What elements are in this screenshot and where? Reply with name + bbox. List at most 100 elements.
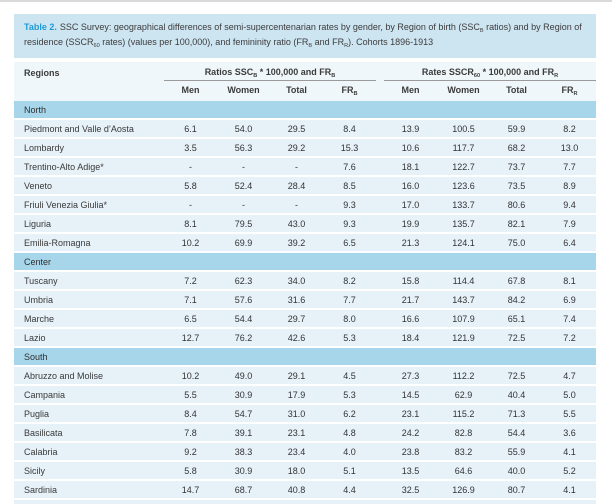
value-cell: 43.0 [270,214,323,234]
regions-column-header: Regions [24,68,60,78]
column-group-spacer [376,195,384,215]
caption-text: SSC Survey: geographical differences of … [24,22,582,49]
group-header-row: Regions Ratios SSCB * 100,000 and FRB Ra… [14,62,597,81]
table-container: Table 2. SSC Survey: geographical differe… [14,14,597,504]
value-cell: 7.8 [164,423,217,443]
value-cell: 5.5 [543,404,597,424]
value-cell: 29.7 [270,309,323,329]
table-header: Regions Ratios SSCB * 100,000 and FRB Ra… [14,62,597,102]
value-cell: 17.0 [384,195,437,215]
table-row: Liguria 8.1 79.5 43.0 9.3 19.9 135.7 82.1 7.9 [14,214,597,234]
value-cell: 17.9 [270,385,323,405]
col-header-fr-birth: FRB [341,85,358,97]
value-cell: 5.0 [543,385,597,405]
value-cell: 8.2 [543,119,597,139]
value-cell: 73.7 [490,157,543,177]
region-cell: Piedmont and Valle d’Aosta [14,119,164,139]
value-cell: 8.4 [323,119,376,139]
group-header-rates-residence: Rates SSCR60 * 100,000 and FRR [384,62,597,81]
value-cell: 30.9 [217,385,270,405]
value-cell: 8.4 [164,404,217,424]
table-row: Umbria 7.1 57.6 31.6 7.7 21.7 143.7 84.2 6.9 [14,290,597,310]
table-row: Basilicata 7.8 39.1 23.1 4.8 24.2 82.8 54.4 3.6 [14,423,597,443]
value-cell: 72.5 [490,366,543,386]
group-header-ratios-birth: Ratios SSCB * 100,000 and FRB [164,62,376,81]
value-cell: 9.3 [323,195,376,215]
table-row: Trentino-Alto Adige* - - -7.6 18.1 122.7 73.7 7… [14,157,597,177]
value-cell: 7.7 [543,157,597,177]
value-cell: 7.2 [164,271,217,291]
col-header-total-birth: Total [286,85,307,95]
value-cell: 135.7 [437,214,490,234]
value-cell: 69.9 [217,233,270,253]
page-top-rule [0,0,612,2]
value-cell: 65.5 [490,499,543,504]
region-cell: Umbria [14,290,164,310]
value-cell: 9.3 [323,214,376,234]
value-cell: 79.5 [217,214,270,234]
value-cell: 62.9 [437,385,490,405]
value-cell: 42.6 [270,328,323,348]
value-cell: 8.1 [543,271,597,291]
column-group-spacer [376,366,384,386]
region-cell: Lombardy [14,138,164,158]
region-cell: Sardinia [14,480,164,500]
value-cell: 57.6 [217,290,270,310]
value-cell: 122.7 [437,157,490,177]
value-cell: 8.0 [323,309,376,329]
value-cell: 6.9 [543,290,597,310]
value-cell: 67.8 [490,271,543,291]
value-cell: - [164,157,217,177]
value-cell: 4.1 [543,480,597,500]
value-cell: 12.7 [164,328,217,348]
value-cell: 40.4 [490,385,543,405]
value-cell: 31.6 [270,290,323,310]
value-cell: 49.0 [217,366,270,386]
value-cell: - [217,499,270,504]
value-cell: 5.1 [323,461,376,481]
sub-header-row: Men Women Total FRB Men Women Total FRR [14,81,596,102]
value-cell: 15.3 [323,138,376,158]
value-cell: 5.2 [543,461,597,481]
value-cell: 76.2 [217,328,270,348]
column-group-spacer [376,214,384,234]
value-cell: 100.5 [437,119,490,139]
value-cell: 32.5 [384,480,437,500]
value-cell: 13.9 [384,119,437,139]
table-row: Veneto 5.8 52.4 28.4 8.5 16.0 123.6 73.5 8.9 [14,176,597,196]
value-cell: 65.1 [490,309,543,329]
value-cell: 14.5 [384,385,437,405]
value-cell: 83.2 [437,442,490,462]
region-cell: Sicily [14,461,164,481]
value-cell: 9.2 [164,442,217,462]
value-cell: 6.5 [323,233,376,253]
value-cell: 29.1 [270,366,323,386]
value-cell: 8.2 [323,271,376,291]
value-cell: 17.0 [384,499,437,504]
table-row: Piedmont and Valle d’Aosta 6.1 54.0 29.5 8.4… [14,119,597,139]
table-row: Emilia-Romagna 10.2 69.9 39.2 6.5 21.3 124.1 75… [14,233,597,253]
value-cell: 7.1 [164,290,217,310]
value-cell: 7.6 [323,157,376,177]
value-cell: 4.7 [543,366,597,386]
ssc-survey-table: Regions Ratios SSCB * 100,000 and FRB Ra… [14,62,597,504]
value-cell: - [270,157,323,177]
region-cell: Abruzzo and Molise [14,366,164,386]
value-cell: 23.1 [384,404,437,424]
table-row: Sicily 5.8 30.9 18.0 5.1 13.5 64.6 40.0 5.2 [14,461,597,481]
value-cell: 4.4 [323,480,376,500]
value-cell: - [164,499,217,504]
column-group-spacer [376,309,384,329]
table-row: Campania 5.5 30.9 17.9 5.3 14.5 62.9 40.4 5.0 [14,385,597,405]
section-row: South [14,347,597,367]
col-header-total-residence: Total [506,85,527,95]
column-group-spacer [376,62,384,101]
value-cell: 143.7 [437,290,490,310]
value-cell: 31.0 [270,404,323,424]
table-row: Tuscany 7.2 62.3 34.0 8.2 15.8 114.4 67.8 8.1 [14,271,597,291]
column-group-spacer [376,404,384,424]
value-cell: 9.4 [543,195,597,215]
value-cell: 7.9 [543,214,597,234]
value-cell: 7.4 [543,309,597,329]
